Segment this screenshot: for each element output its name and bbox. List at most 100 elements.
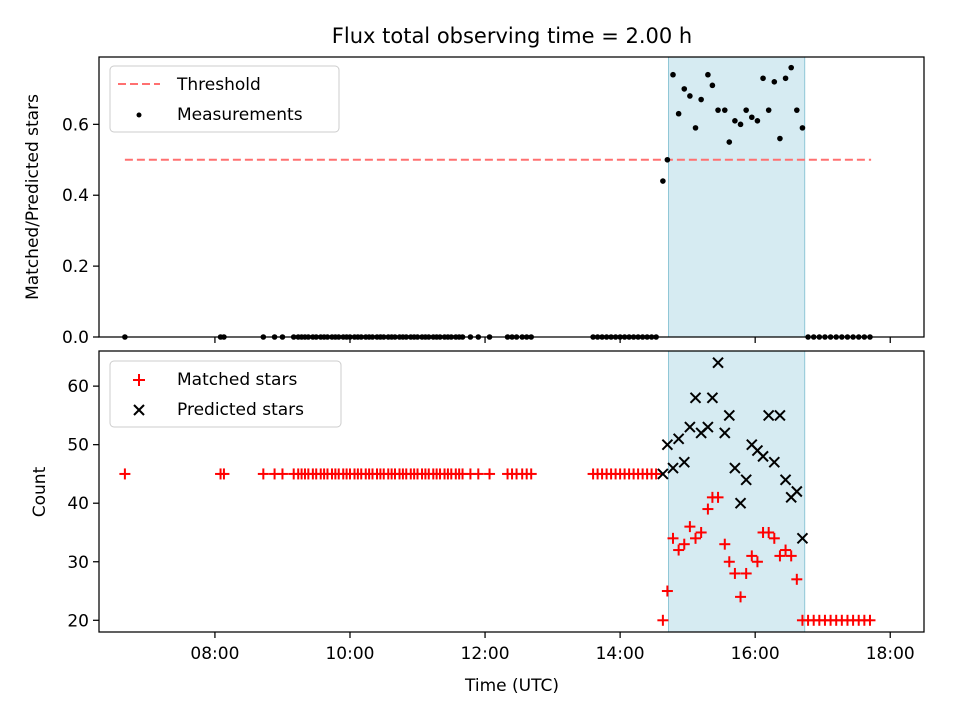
- matched-star-point: [785, 550, 797, 562]
- top-y-axis-label: Matched/Predicted stars: [23, 94, 43, 300]
- predicted-star-point: [723, 409, 735, 422]
- top-panel: 0.0 0.2 0.4 0.6 Matched/Predicted stars Thr…: [23, 56, 925, 348]
- bottom-ytick-label: 60: [67, 377, 89, 397]
- measurement-point: [765, 107, 772, 113]
- bottom-ytick-label: 50: [67, 436, 89, 456]
- measurement-point: [705, 71, 711, 78]
- predicted-star-point: [684, 421, 696, 433]
- bottom-ytick-label: 20: [67, 611, 89, 631]
- measurement-point: [709, 82, 716, 89]
- measurement-point: [698, 96, 704, 103]
- xtick-label: 18:00: [866, 644, 915, 664]
- measurement-point: [675, 110, 682, 117]
- predicted-star-point: [702, 421, 714, 433]
- matched-star-point: [712, 491, 724, 503]
- xtick-label: 14:00: [596, 644, 645, 664]
- legend-measurements-label: Measurements: [177, 105, 303, 125]
- measurement-point: [721, 107, 728, 113]
- xtick-label: 08:00: [190, 644, 239, 664]
- predicted-star-point: [791, 485, 803, 498]
- matched-star-point: [729, 567, 741, 579]
- measurement-point: [743, 107, 749, 113]
- legend-matched-swatch: [133, 374, 145, 386]
- matched-star-point: [695, 526, 707, 538]
- measurement-point: [670, 71, 676, 78]
- predicted-star-point: [712, 357, 724, 369]
- matched-star-point: [678, 538, 690, 550]
- xtick-label: 12:00: [461, 644, 510, 664]
- legend-predicted-label: Predicted stars: [177, 400, 304, 420]
- top-legend-box: [109, 65, 340, 133]
- measurement-point: [799, 125, 806, 131]
- bottom-highlight-span: [668, 350, 806, 633]
- top-highlight-span: [668, 56, 806, 338]
- matched-star-point: [119, 468, 131, 480]
- matched-star-point: [791, 573, 803, 585]
- top-legend: Threshold Measurements: [109, 65, 340, 133]
- predicted-star-point: [779, 474, 792, 486]
- predicted-star-point: [768, 456, 781, 468]
- measurement-point: [777, 135, 783, 142]
- matched-star-point: [740, 567, 752, 579]
- matched-star-point: [702, 503, 714, 515]
- bottom-legend-box: [109, 360, 342, 428]
- matched-star-point: [673, 544, 685, 556]
- predicted-star-point: [719, 427, 731, 439]
- predicted-star-point: [740, 474, 752, 486]
- bottom-legend: Matched stars Predicted stars: [109, 360, 342, 428]
- top-ytick-label: 0.2: [62, 257, 89, 277]
- measurement-point: [726, 139, 733, 145]
- predicted-star-point: [774, 409, 786, 422]
- predicted-star-point: [661, 438, 674, 451]
- measurement-point: [687, 93, 693, 99]
- matched-star-point: [257, 468, 269, 480]
- matched-star-point: [723, 556, 735, 568]
- matched-star-point: [735, 591, 747, 603]
- predicted-star-point: [762, 409, 775, 422]
- bottom-axes-frame: [98, 350, 925, 633]
- measurement-point: [794, 107, 800, 113]
- top-ytick-label: 0.4: [62, 186, 89, 206]
- matched-star-point: [690, 532, 702, 544]
- measurement-point: [760, 75, 766, 82]
- chart-title: Flux total observing time = 2.00 h: [332, 24, 692, 48]
- legend-matched-label: Matched stars: [177, 370, 297, 390]
- matched-star-point: [763, 526, 775, 538]
- predicted-star-point: [667, 462, 679, 474]
- top-y-ticks: 0.0 0.2 0.4 0.6: [62, 115, 99, 348]
- measurement-point: [681, 86, 688, 92]
- predicted-star-point: [729, 462, 741, 474]
- measurement-point: [771, 79, 778, 85]
- measurement-point: [754, 117, 761, 124]
- matched-star-point: [751, 556, 763, 568]
- bottom-ytick-label: 30: [67, 553, 89, 573]
- top-ytick-label: 0.0: [62, 328, 89, 348]
- measurement-point: [715, 107, 721, 113]
- measurement-point: [692, 125, 699, 131]
- xtick-label: 16:00: [731, 644, 780, 664]
- measurement-point: [660, 178, 666, 184]
- matched-star-point: [661, 585, 673, 597]
- predicted-star-point: [672, 433, 685, 445]
- bottom-panel: 20 30 40 50 60 08:00 10:00 12:00 14:00 16:00 18:0…: [30, 350, 925, 696]
- bottom-ytick-label: 40: [67, 494, 89, 514]
- xtick-label: 10:00: [325, 644, 374, 664]
- matched-star-point: [719, 538, 731, 550]
- bottom-marks: [119, 357, 876, 626]
- matched-star-point: [667, 532, 679, 544]
- matched-star-point: [768, 532, 780, 544]
- bottom-x-ticks: 08:00 10:00 12:00 14:00 16:00 18:00: [190, 632, 915, 664]
- predicted-star-point: [678, 456, 690, 468]
- predicted-star-point: [757, 450, 769, 463]
- top-axes-frame: [98, 56, 925, 338]
- measurement-point: [782, 75, 789, 82]
- matched-star-point: [864, 614, 876, 626]
- x-axis-label: Time (UTC): [464, 676, 559, 696]
- matched-star-point: [657, 614, 669, 626]
- matched-star-point: [746, 550, 758, 562]
- matched-star-point: [650, 468, 662, 480]
- matched-star-point: [472, 468, 484, 480]
- predicted-star-point: [689, 392, 702, 404]
